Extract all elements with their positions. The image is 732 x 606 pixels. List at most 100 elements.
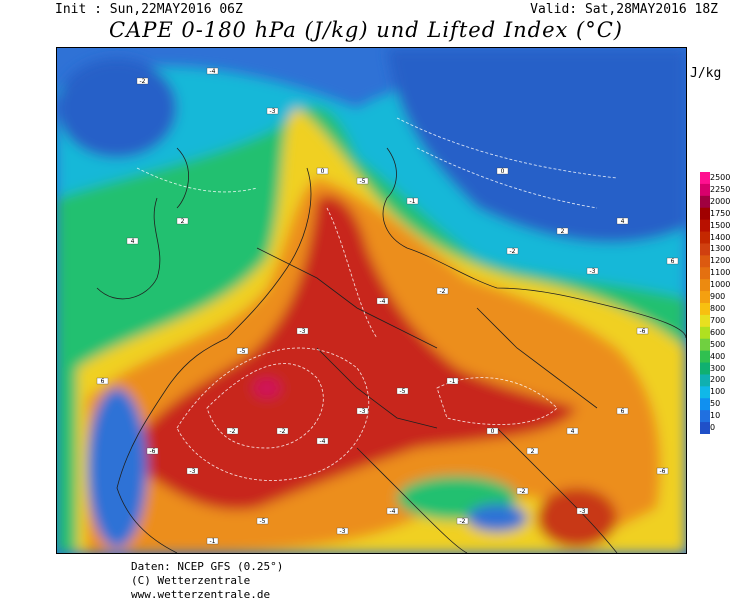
li-marker-value: -6 [640, 328, 646, 335]
li-marker-value: -1 [410, 198, 416, 205]
li-marker-value: -3 [190, 468, 196, 475]
color-scale-label: 1750 [710, 208, 731, 218]
li-marker-value: 0 [501, 168, 505, 175]
color-scale-label: 10 [710, 411, 721, 421]
footer-credits: Daten: NCEP GFS (0.25°) (C) Wetterzentra… [131, 560, 283, 602]
li-marker-value: -3 [360, 408, 366, 415]
li-marker-box [266, 107, 279, 115]
li-marker-box [206, 537, 219, 545]
init-time: Init : Sun,22MAY2016 06Z [55, 2, 243, 17]
li-marker-box [376, 297, 389, 305]
red-zone [137, 195, 577, 510]
color-scale-swatch [700, 279, 710, 292]
se-red-zone [537, 488, 617, 548]
li-marker-value: -2 [520, 488, 526, 495]
li-marker-box [96, 377, 109, 385]
li-marker-box [356, 407, 369, 415]
li-marker-value: -6 [660, 468, 666, 475]
color-scale-swatch [700, 243, 710, 256]
color-scale-label: 500 [710, 339, 726, 349]
color-scale-swatch [700, 231, 710, 244]
li-marker-box [126, 237, 139, 245]
li-marker-box [296, 327, 309, 335]
li-marker-box [236, 347, 249, 355]
li-marker-box [496, 167, 509, 175]
li-marker-box [586, 267, 599, 275]
li-marker-value: -2 [460, 518, 466, 525]
data-source: Daten: NCEP GFS (0.25°) [131, 560, 284, 573]
li-marker-value: -2 [230, 428, 236, 435]
li-marker-value: 2 [561, 228, 565, 235]
li-marker-value: -6 [150, 448, 156, 455]
color-scale-swatch [700, 398, 710, 411]
li-marker-value: 0 [321, 168, 325, 175]
color-scale-label: 800 [710, 303, 726, 313]
li-marker-box [316, 167, 329, 175]
mediterranean-blue [467, 504, 527, 532]
color-scale-swatch [700, 183, 710, 197]
copyright: (C) Wetterzentrale [131, 574, 251, 587]
color-scale-swatch [700, 374, 710, 387]
color-scale-label: 1400 [710, 232, 731, 242]
li-marker-value: -1 [210, 538, 216, 545]
li-marker-value: -5 [400, 388, 406, 395]
li-marker-box [616, 407, 629, 415]
color-scale-label: 600 [710, 327, 726, 337]
li-marker-box [526, 447, 539, 455]
coastlines [96, 147, 686, 553]
li-marker-box [656, 467, 669, 475]
color-scale-swatch [700, 422, 710, 434]
li-marker-box [176, 217, 189, 225]
li-marker-box [256, 517, 269, 525]
li-marker-value: -5 [360, 178, 366, 185]
color-scale-swatch [700, 207, 710, 221]
li-marker-value: 4 [131, 238, 135, 245]
li-marker-box [336, 527, 349, 535]
atlantic-blue-2 [87, 388, 147, 548]
li-marker-box [456, 517, 469, 525]
color-scale-swatch [700, 338, 710, 352]
li-marker-value: -3 [300, 328, 306, 335]
color-scale-label: 1500 [710, 220, 731, 230]
scandinavia-blue [387, 48, 686, 243]
li-marker-value: -4 [210, 68, 216, 75]
li-marker-box [406, 197, 419, 205]
li-marker-box [516, 487, 529, 495]
color-scale-swatch [700, 255, 710, 268]
color-scale-swatch [700, 172, 710, 185]
website: www.wetterzentrale.de [131, 588, 271, 601]
li-marker-box [506, 247, 519, 255]
legend-unit: J/kg [690, 66, 722, 81]
color-scale-label: 2250 [710, 184, 731, 194]
valid-time: Valid: Sat,28MAY2016 18Z [530, 2, 718, 17]
li-marker-box [436, 287, 449, 295]
color-scale-swatch [700, 362, 710, 375]
li-marker-box [556, 227, 569, 235]
li-marker-box [386, 507, 399, 515]
color-scale-swatch [700, 195, 710, 209]
li-marker-value: -4 [380, 298, 386, 305]
color-scale-swatch [700, 314, 710, 328]
li-marker-value: -5 [260, 518, 266, 525]
color-scale-label: 200 [710, 375, 726, 385]
li-marker-value: 6 [101, 378, 105, 385]
color-scale-swatch [700, 410, 710, 423]
li-marker-box [186, 467, 199, 475]
li-marker-value: -1 [450, 378, 456, 385]
color-scale-label: 1300 [710, 244, 731, 254]
color-scale-label: 1100 [710, 268, 731, 278]
li-marker-box [666, 257, 679, 265]
atlantic-blue [57, 58, 177, 158]
li-marker-box [396, 387, 409, 395]
li-marker-value: -2 [510, 248, 516, 255]
li-marker-value: -4 [390, 508, 396, 515]
color-scale-bar [700, 172, 710, 434]
li-marker-box [576, 507, 589, 515]
color-scale-label: 50 [710, 399, 721, 409]
li-marker-value: 6 [621, 408, 625, 415]
li-marker-box [356, 177, 369, 185]
color-scale-label: 1200 [710, 256, 731, 266]
li-marker-value: -2 [440, 288, 446, 295]
cape-map: -2 -4 -3 -5 -1 0 2 4 6 -6 -3 -2 -2 -4 -3 -5 -1 0 2 4 6 -6 -3 -2… [56, 47, 687, 554]
color-scale-label: 700 [710, 315, 726, 325]
